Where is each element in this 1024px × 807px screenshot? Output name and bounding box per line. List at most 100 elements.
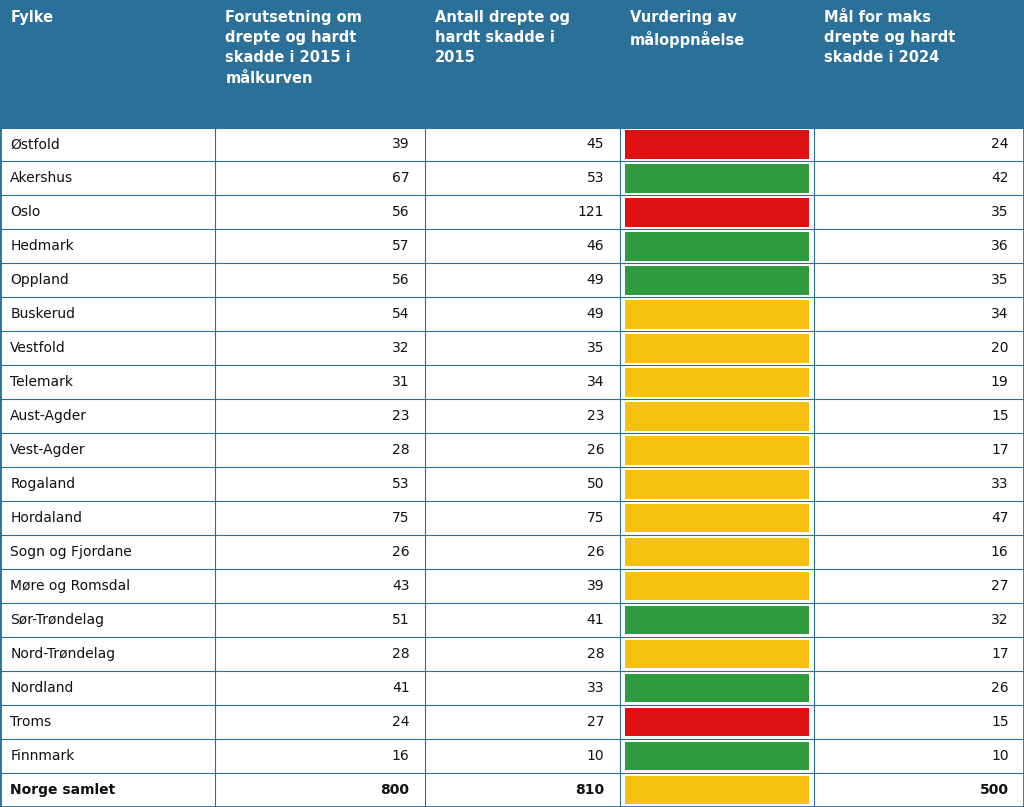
- Bar: [0, 501, 1024, 535]
- Bar: [625, 368, 809, 396]
- Text: 34: 34: [587, 375, 604, 389]
- Text: 41: 41: [392, 681, 410, 695]
- Text: 24: 24: [991, 137, 1009, 152]
- Text: 33: 33: [991, 477, 1009, 491]
- Text: 500: 500: [980, 783, 1009, 797]
- Bar: [0, 671, 1024, 705]
- Text: Hordaland: Hordaland: [10, 511, 82, 525]
- Text: 54: 54: [392, 307, 410, 321]
- Bar: [0, 638, 1024, 671]
- Text: 42: 42: [991, 171, 1009, 186]
- Text: 36: 36: [991, 240, 1009, 253]
- Text: 53: 53: [587, 171, 604, 186]
- Text: 75: 75: [587, 511, 604, 525]
- Text: 10: 10: [991, 749, 1009, 763]
- Text: 26: 26: [587, 546, 604, 559]
- Text: Østfold: Østfold: [10, 137, 60, 152]
- Text: 32: 32: [392, 341, 410, 355]
- Bar: [625, 130, 809, 159]
- Bar: [625, 606, 809, 634]
- Text: Sogn og Fjordane: Sogn og Fjordane: [10, 546, 132, 559]
- Text: 23: 23: [587, 409, 604, 424]
- Text: 45: 45: [587, 137, 604, 152]
- Text: 16: 16: [392, 749, 410, 763]
- Bar: [0, 161, 1024, 195]
- Text: 20: 20: [991, 341, 1009, 355]
- Bar: [625, 164, 809, 193]
- Bar: [625, 470, 809, 499]
- Text: Telemark: Telemark: [10, 375, 74, 389]
- Text: 10: 10: [587, 749, 604, 763]
- Bar: [0, 399, 1024, 433]
- Text: 27: 27: [991, 579, 1009, 593]
- Text: Nord-Trøndelag: Nord-Trøndelag: [10, 647, 116, 661]
- Text: 15: 15: [991, 715, 1009, 729]
- Bar: [0, 332, 1024, 366]
- Bar: [0, 128, 1024, 161]
- Text: Mål for maks
drepte og hardt
skadde i 2024: Mål for maks drepte og hardt skadde i 20…: [824, 10, 955, 65]
- Text: 27: 27: [587, 715, 604, 729]
- Text: 34: 34: [991, 307, 1009, 321]
- Text: 49: 49: [587, 307, 604, 321]
- Text: Forutsetning om
drepte og hardt
skadde i 2015 i
målkurven: Forutsetning om drepte og hardt skadde i…: [225, 10, 362, 86]
- Text: 31: 31: [392, 375, 410, 389]
- Text: 35: 35: [991, 274, 1009, 287]
- Bar: [625, 640, 809, 668]
- Text: 41: 41: [587, 613, 604, 627]
- Text: Buskerud: Buskerud: [10, 307, 75, 321]
- Text: 16: 16: [991, 546, 1009, 559]
- Text: 28: 28: [587, 647, 604, 661]
- Text: 17: 17: [991, 443, 1009, 458]
- Text: Norge samlet: Norge samlet: [10, 783, 116, 797]
- Text: Vestfold: Vestfold: [10, 341, 66, 355]
- Bar: [625, 674, 809, 702]
- Bar: [625, 538, 809, 567]
- Bar: [625, 266, 809, 295]
- Bar: [625, 334, 809, 362]
- Text: 50: 50: [587, 477, 604, 491]
- Bar: [0, 569, 1024, 603]
- Text: 39: 39: [587, 579, 604, 593]
- Bar: [625, 300, 809, 328]
- Text: Vurdering av
måloppnåelse: Vurdering av måloppnåelse: [630, 10, 745, 48]
- Text: 35: 35: [991, 206, 1009, 220]
- Text: Antall drepte og
hardt skadde i
2015: Antall drepte og hardt skadde i 2015: [435, 10, 570, 65]
- Text: 75: 75: [392, 511, 410, 525]
- Text: Nordland: Nordland: [10, 681, 74, 695]
- Text: 24: 24: [392, 715, 410, 729]
- Text: Hedmark: Hedmark: [10, 240, 74, 253]
- Text: 26: 26: [392, 546, 410, 559]
- Bar: [625, 742, 809, 771]
- Bar: [0, 195, 1024, 229]
- Text: 47: 47: [991, 511, 1009, 525]
- Text: Oppland: Oppland: [10, 274, 69, 287]
- Bar: [0, 773, 1024, 807]
- Text: 33: 33: [587, 681, 604, 695]
- Text: 67: 67: [392, 171, 410, 186]
- Text: 15: 15: [991, 409, 1009, 424]
- Bar: [625, 572, 809, 600]
- Bar: [0, 298, 1024, 332]
- Text: 28: 28: [392, 647, 410, 661]
- Text: Vest-Agder: Vest-Agder: [10, 443, 86, 458]
- Text: 46: 46: [587, 240, 604, 253]
- Bar: [625, 199, 809, 227]
- Text: 800: 800: [381, 783, 410, 797]
- Bar: [0, 0, 1024, 128]
- Text: 23: 23: [392, 409, 410, 424]
- Text: 810: 810: [575, 783, 604, 797]
- Text: 56: 56: [392, 206, 410, 220]
- Bar: [0, 739, 1024, 773]
- Bar: [625, 504, 809, 533]
- Text: 35: 35: [587, 341, 604, 355]
- Text: 28: 28: [392, 443, 410, 458]
- Bar: [0, 366, 1024, 399]
- Text: 57: 57: [392, 240, 410, 253]
- Text: 32: 32: [991, 613, 1009, 627]
- Text: Sør-Trøndelag: Sør-Trøndelag: [10, 613, 104, 627]
- Text: Rogaland: Rogaland: [10, 477, 76, 491]
- Text: Akershus: Akershus: [10, 171, 74, 186]
- Bar: [0, 705, 1024, 739]
- Text: 19: 19: [991, 375, 1009, 389]
- Text: 121: 121: [578, 206, 604, 220]
